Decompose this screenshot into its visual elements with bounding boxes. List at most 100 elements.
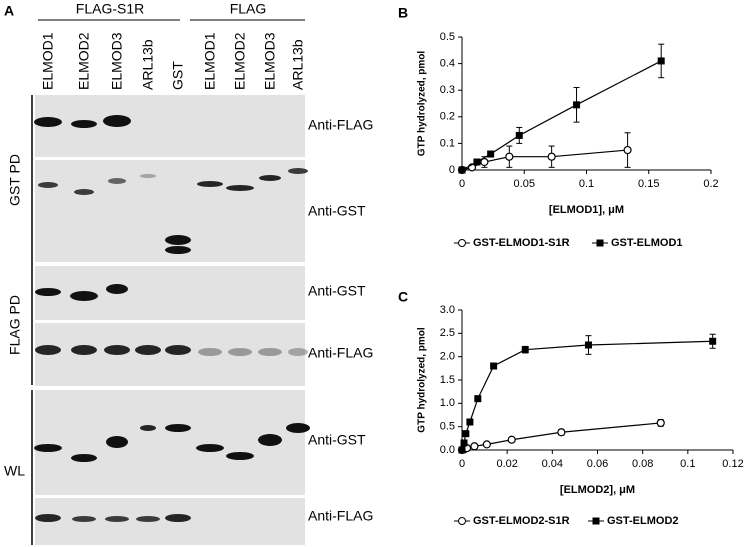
section-label: FLAG PD (7, 295, 23, 355)
legend-label: GST-ELMOD2 (607, 515, 679, 527)
blot-strip (35, 160, 305, 262)
marker (507, 435, 516, 444)
x-tick-label: 0.02 (496, 458, 517, 470)
lane-label: ELMOD2 (76, 32, 92, 90)
band (136, 516, 160, 522)
band (288, 348, 308, 356)
band (259, 175, 281, 181)
lane-label: ELMOD3 (262, 32, 278, 90)
x-tick-label: 0 (459, 178, 465, 190)
band (38, 182, 58, 188)
group-label: FLAG (230, 1, 267, 17)
legend-marker (458, 239, 466, 247)
antibody-label: Anti-GST (308, 432, 366, 448)
band (228, 348, 252, 356)
lane-label: ARL13b (290, 39, 306, 90)
legend-marker (458, 517, 466, 525)
y-tick-label: 0.4 (440, 58, 455, 70)
band (288, 168, 308, 174)
marker (470, 442, 479, 451)
y-tick-label: 0.0 (440, 444, 455, 456)
marker (515, 131, 523, 139)
band (71, 345, 97, 355)
legend-label: GST-ELMOD1 (611, 237, 683, 249)
panel-label: A (4, 3, 14, 19)
x-tick-label: 0.2 (703, 178, 718, 190)
band (258, 434, 282, 446)
marker (573, 101, 581, 109)
y-tick-label: 1.5 (440, 374, 455, 386)
marker (480, 157, 489, 167)
antibody-label: Anti-FLAG (308, 345, 373, 361)
band (140, 174, 156, 178)
lane-label: ELMOD1 (40, 32, 56, 90)
panel-label: C (398, 289, 408, 305)
legend-marker (596, 239, 604, 247)
legend-marker (592, 517, 600, 525)
band (70, 291, 98, 301)
section-label: GST PD (7, 154, 23, 206)
band (108, 178, 126, 184)
y-tick-label: 0 (449, 164, 455, 176)
marker (458, 166, 466, 174)
band (165, 424, 191, 432)
lane-label: ARL13b (140, 39, 156, 90)
band (135, 345, 161, 355)
marker (547, 152, 556, 161)
y-tick-label: 2.0 (440, 351, 455, 363)
band (165, 514, 191, 522)
y-tick-label: 1.0 (440, 397, 455, 409)
band (106, 284, 128, 294)
y-tick-label: 3.0 (440, 304, 455, 316)
marker (584, 341, 592, 349)
group-label: FLAG-S1R (76, 1, 144, 17)
marker (487, 150, 495, 158)
x-tick-label: 0 (459, 458, 465, 470)
antibody-label: Anti-FLAG (308, 508, 373, 524)
marker (466, 418, 474, 426)
marker (482, 440, 491, 449)
band (34, 444, 62, 452)
band (103, 115, 131, 127)
x-axis-label: [ELMOD2], μM (560, 484, 635, 496)
marker (657, 57, 665, 65)
y-tick-label: 0.1 (440, 137, 455, 149)
band (165, 246, 191, 254)
x-tick-label: 0.06 (587, 458, 608, 470)
legend-label: GST-ELMOD1-S1R (473, 237, 570, 249)
marker (557, 428, 566, 437)
marker (458, 446, 466, 454)
marker (490, 362, 498, 370)
band (165, 345, 191, 355)
blot-strip (35, 498, 305, 545)
band (71, 454, 97, 462)
band (35, 288, 61, 296)
y-axis-label: GTP hydrolyzed, pmol (417, 51, 428, 157)
y-tick-label: 0.2 (440, 111, 455, 123)
band (71, 120, 97, 128)
band (258, 348, 282, 356)
y-tick-label: 0.3 (440, 84, 455, 96)
marker (460, 439, 468, 447)
band (140, 425, 156, 431)
band (165, 235, 191, 245)
y-tick-label: 0.5 (440, 31, 455, 43)
y-axis-label: GTP hydrolyzed, pmol (417, 327, 428, 433)
marker (656, 418, 665, 428)
marker (709, 337, 717, 345)
x-tick-label: 0.15 (638, 178, 659, 190)
lane-label: GST (170, 61, 186, 90)
marker (473, 158, 481, 166)
band (196, 444, 224, 452)
antibody-label: Anti-GST (308, 283, 366, 299)
band (34, 117, 62, 127)
band (197, 181, 223, 187)
marker (505, 152, 514, 161)
x-tick-label: 0.1 (680, 458, 695, 470)
x-tick-label: 0.05 (514, 178, 535, 190)
band (106, 436, 128, 448)
band (198, 348, 222, 356)
legend-label: GST-ELMOD2-S1R (473, 515, 570, 527)
band (104, 345, 130, 355)
